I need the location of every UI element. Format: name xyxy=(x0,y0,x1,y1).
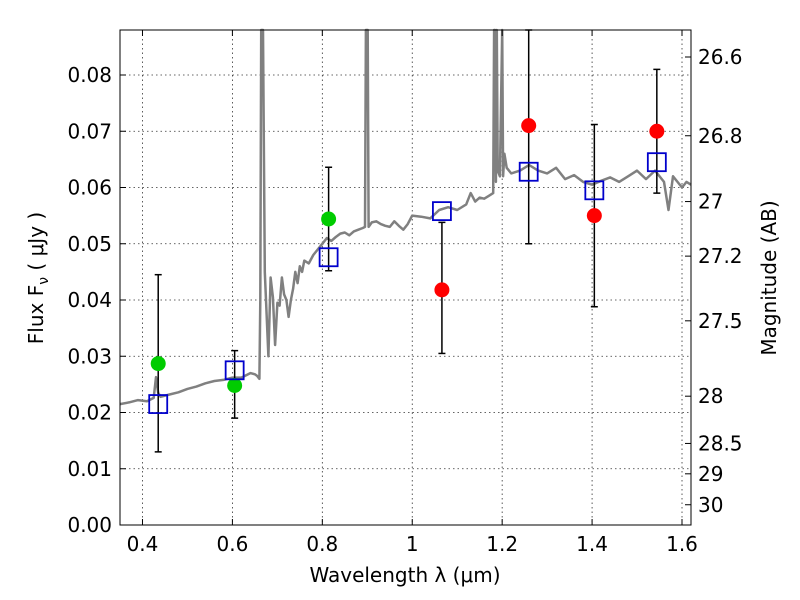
y-tick-label: 0.07 xyxy=(67,119,112,143)
right-axis-tick-label: 27.2 xyxy=(698,244,743,268)
model-square xyxy=(646,152,667,173)
model-square xyxy=(584,180,605,201)
x-axis-label: Wavelength λ (μm) xyxy=(309,563,500,587)
y-tick-label: 0.06 xyxy=(67,176,112,200)
plot-frame xyxy=(119,29,692,526)
right-axis-tick-label: 29 xyxy=(698,462,723,486)
photometry-point xyxy=(521,118,537,134)
right-axis-tick-label: 28 xyxy=(698,384,723,408)
model-square xyxy=(518,161,539,182)
model-square xyxy=(318,247,339,268)
spectrum-line xyxy=(119,28,692,406)
tick-labels: 0.4 0.6 0.8 1 1.2 1.4 1.6 0.00 0.01 0.02 0.03 0.04 0… xyxy=(67,45,742,556)
y-tick-label: 0.03 xyxy=(67,344,112,368)
right-axis-tick-label: 28.5 xyxy=(698,431,743,455)
y-axis-label-sub: ν xyxy=(36,277,52,285)
x-tick-label: 0.6 xyxy=(216,532,248,556)
x-tick-label: 0.8 xyxy=(306,532,338,556)
x-tick-label: 1 xyxy=(406,532,419,556)
photometry-point xyxy=(321,211,337,227)
grid xyxy=(120,30,691,526)
photometry-point xyxy=(227,378,243,393)
right-axis-tick-label: 27 xyxy=(698,190,723,214)
model-square xyxy=(148,394,169,414)
right-axis-label: Magnitude (AB) xyxy=(757,200,781,355)
photometry-point xyxy=(649,123,665,139)
y-tick-label: 0.00 xyxy=(67,513,112,537)
y-axis-label-main: Flux F xyxy=(24,285,48,344)
y-tick-label: 0.04 xyxy=(67,288,112,312)
photometry-point xyxy=(434,282,450,298)
right-axis-tick-label: 26.8 xyxy=(698,124,743,148)
model-square xyxy=(432,201,452,222)
right-axis-tick-label: 26.6 xyxy=(698,45,743,69)
photometry-point xyxy=(150,356,166,372)
y-tick-label: 0.01 xyxy=(67,457,112,481)
photometry-point xyxy=(586,208,602,224)
right-axis-tick-label: 27.5 xyxy=(698,309,743,333)
x-tick-label: 1.2 xyxy=(486,532,518,556)
y-tick-label: 0.08 xyxy=(67,63,112,87)
markers xyxy=(148,29,667,453)
ticks xyxy=(120,30,691,526)
model-square xyxy=(224,360,245,381)
x-tick-label: 1.6 xyxy=(666,532,698,556)
spectrum xyxy=(119,28,692,406)
right-axis-tick-label: 30 xyxy=(698,493,723,517)
y-axis-label: Flux Fν ( μJy ) xyxy=(24,212,52,344)
y-tick-label: 0.05 xyxy=(67,232,112,256)
y-axis-label-unit: ( μJy ) xyxy=(24,212,48,277)
x-tick-label: 0.4 xyxy=(127,532,159,556)
x-tick-label: 1.4 xyxy=(576,532,608,556)
y-tick-label: 0.02 xyxy=(67,401,112,425)
